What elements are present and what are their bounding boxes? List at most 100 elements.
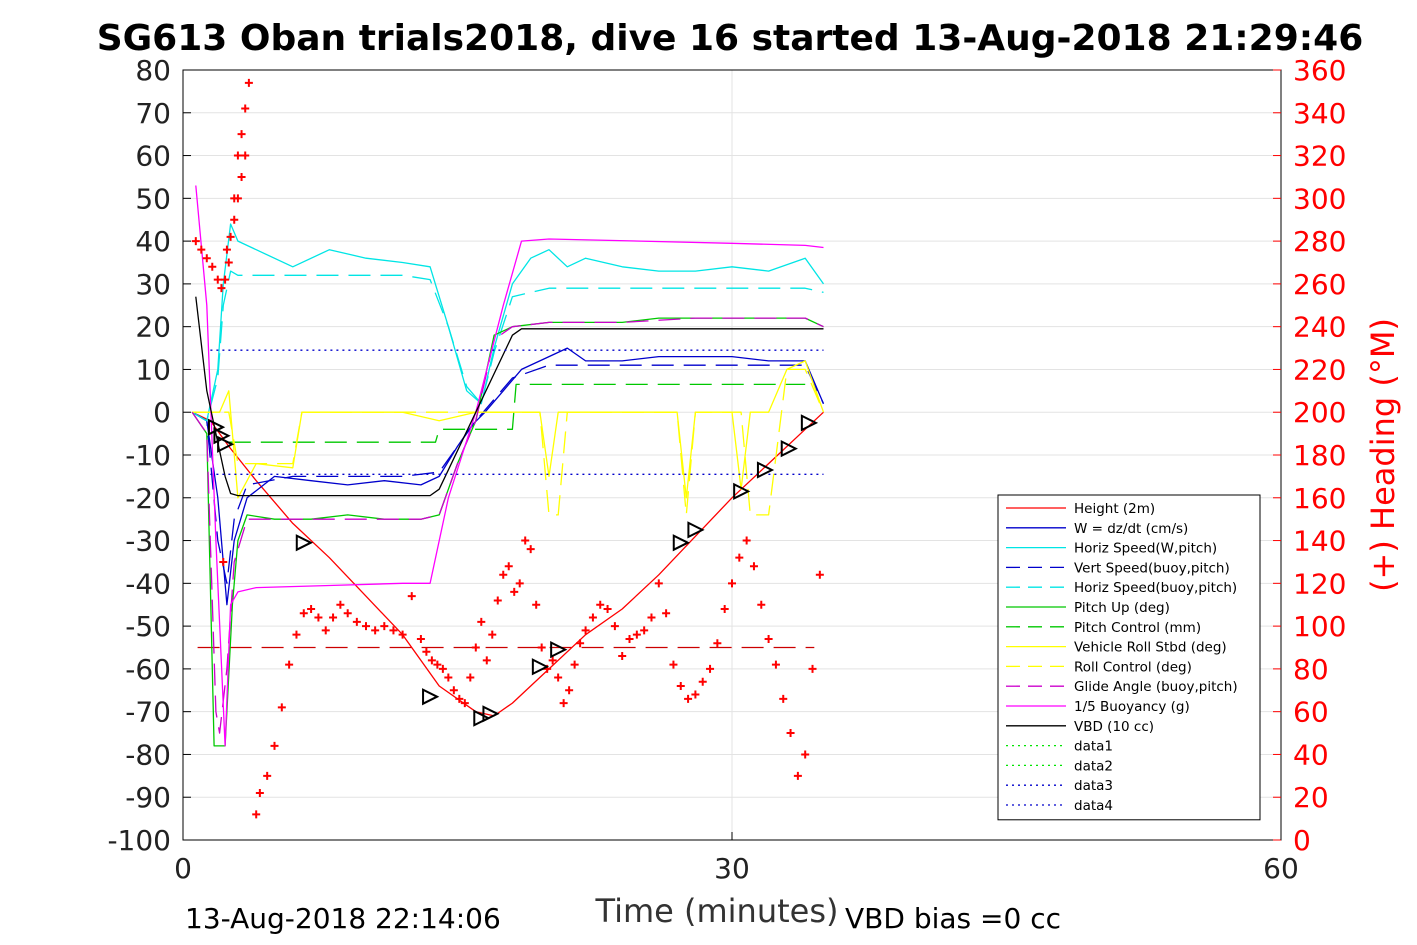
triangle-marker [780, 439, 798, 458]
heading-point [676, 682, 685, 690]
y2-axis-label: (+) Heading (°M) [1364, 318, 1402, 592]
triangle-marker [482, 705, 500, 723]
heading-point [237, 130, 246, 139]
heading-point [632, 630, 641, 639]
legend-label: Horiz Speed(W,pitch) [1074, 541, 1217, 557]
heading-point [433, 660, 442, 669]
y-tick-label: -30 [125, 525, 171, 558]
y-tick-label: -50 [125, 610, 171, 643]
heading-point [466, 673, 475, 682]
heading-point [654, 579, 663, 588]
heading-point [233, 194, 242, 203]
heading-point [482, 656, 491, 665]
legend-label: Vert Speed(buoy,pitch) [1074, 560, 1230, 576]
y-tick-label: 20 [135, 311, 171, 344]
y-tick-label: 40 [135, 225, 171, 258]
heading-point [526, 545, 535, 554]
heading-point [779, 694, 788, 703]
heading-point [581, 626, 590, 635]
heading-point [202, 254, 211, 263]
legend-label: Horiz Speed(buoy,pitch) [1074, 580, 1237, 596]
heading-point [241, 151, 250, 160]
y-tick-label: 60 [135, 140, 171, 173]
y2-tick-label: 280 [1293, 225, 1346, 258]
heading-point [559, 699, 568, 708]
y-tick-label: -80 [125, 738, 171, 771]
triangle-marker [672, 534, 690, 552]
y-tick-label: -90 [125, 781, 171, 814]
y2-tick-label: 260 [1293, 268, 1346, 301]
heading-point [610, 622, 619, 631]
x-tick-label: 0 [174, 852, 192, 885]
heading-point [499, 570, 508, 579]
y2-tick-label: 180 [1293, 439, 1346, 472]
legend-label: data1 [1074, 739, 1113, 755]
y2-tick-label: 20 [1293, 781, 1329, 814]
y2-tick-label: 320 [1293, 140, 1346, 173]
series-line-vehicle-roll-stbd-deg [192, 360, 825, 499]
heading-point [444, 673, 453, 682]
heading-point [691, 690, 700, 699]
heading-point [233, 151, 242, 160]
heading-point [493, 596, 502, 605]
heading-point [764, 634, 773, 643]
heading-point [237, 172, 246, 181]
heading-point [618, 652, 627, 661]
triangle-markers [207, 414, 819, 727]
heading-point [362, 622, 370, 631]
heading-point [336, 600, 345, 609]
y2-tick-label: 300 [1293, 182, 1346, 215]
heading-point [422, 647, 431, 656]
heading-point [735, 553, 744, 562]
triangle-marker [800, 414, 819, 432]
heading-point [554, 673, 563, 682]
heading-point [771, 660, 780, 669]
heading-point [241, 104, 250, 113]
y-tick-label: 50 [135, 182, 171, 215]
heading-point [749, 562, 758, 571]
legend-box [997, 494, 1261, 821]
series-line-1-5-buoyancy-g [195, 185, 824, 747]
y2-tick-label: 40 [1293, 738, 1329, 771]
heading-point [460, 699, 469, 708]
heading-point [224, 258, 233, 267]
heading-point [263, 771, 272, 780]
legend-label: data4 [1074, 798, 1113, 814]
heading-point [537, 643, 546, 652]
y2-tick-label: 120 [1293, 567, 1346, 600]
heading-point [343, 609, 352, 618]
legend-label: Height (2m) [1074, 501, 1155, 517]
heading-point [438, 664, 447, 673]
heading-point [398, 630, 407, 639]
heading-point [427, 656, 436, 665]
legend-label: data2 [1074, 758, 1113, 774]
series-line-pitch-up-deg [191, 317, 824, 747]
triangle-marker [422, 688, 440, 706]
heading-point [255, 788, 264, 797]
heading-point [742, 536, 751, 545]
heading-point [603, 605, 612, 613]
legend-label: Vehicle Roll Stbd (deg) [1074, 640, 1227, 656]
heading-point [449, 686, 458, 695]
heading-point [416, 634, 425, 643]
heading-point [713, 639, 722, 648]
legend-label: 1/5 Buoyancy (g) [1074, 699, 1190, 715]
heading-point [471, 643, 480, 652]
legend-label: Pitch Up (deg) [1074, 600, 1170, 616]
y-tick-label: 80 [135, 54, 171, 87]
y2-tick-label: 140 [1293, 525, 1346, 558]
heading-point [407, 592, 416, 601]
legend-label: Pitch Control (mm) [1074, 620, 1201, 636]
heading-point [576, 639, 585, 648]
heading-point [596, 600, 605, 609]
y2-tick-label: 0 [1293, 824, 1311, 857]
y2-tick-label: 340 [1293, 97, 1346, 130]
heading-point [510, 587, 519, 596]
heading-point [352, 617, 361, 626]
y2-tick-label: 220 [1293, 353, 1346, 386]
heading-point [801, 750, 810, 759]
heading-point [728, 579, 736, 588]
heading-point [455, 694, 464, 703]
heading-point [222, 245, 231, 254]
y2-tick-label: 100 [1293, 610, 1346, 643]
